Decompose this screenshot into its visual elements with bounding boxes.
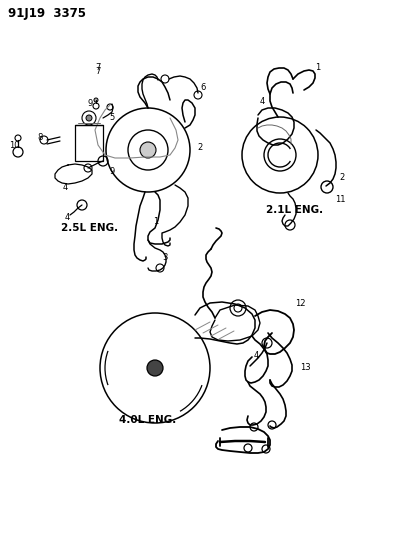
Text: 1: 1 <box>153 217 159 227</box>
Text: 2: 2 <box>197 143 203 152</box>
Text: 9: 9 <box>87 100 93 109</box>
Text: 8: 8 <box>37 133 43 142</box>
Text: 5: 5 <box>110 112 115 122</box>
Text: 7: 7 <box>95 63 101 72</box>
Circle shape <box>94 98 98 102</box>
Text: 4: 4 <box>62 183 68 192</box>
Circle shape <box>264 139 296 171</box>
Text: 9: 9 <box>110 167 115 176</box>
FancyBboxPatch shape <box>75 125 103 161</box>
Text: 4: 4 <box>64 214 70 222</box>
Text: 10: 10 <box>9 141 19 149</box>
Text: 13: 13 <box>300 364 310 373</box>
Text: 4: 4 <box>253 351 258 360</box>
Circle shape <box>234 304 242 312</box>
Circle shape <box>140 142 156 158</box>
Text: 2.5L ENG.: 2.5L ENG. <box>61 223 119 233</box>
Circle shape <box>147 360 163 376</box>
Text: 7: 7 <box>95 68 101 77</box>
Text: 3: 3 <box>162 254 168 262</box>
Text: 91J19  3375: 91J19 3375 <box>8 7 86 20</box>
Text: 1: 1 <box>315 63 321 72</box>
Circle shape <box>86 115 92 121</box>
Text: 6: 6 <box>200 84 206 93</box>
Text: 11: 11 <box>335 196 345 205</box>
Text: 2.1L ENG.: 2.1L ENG. <box>266 205 323 215</box>
Text: 12: 12 <box>295 298 305 308</box>
Text: 2: 2 <box>339 174 345 182</box>
Text: 4: 4 <box>259 98 265 107</box>
Text: 4.0L ENG.: 4.0L ENG. <box>119 415 177 425</box>
